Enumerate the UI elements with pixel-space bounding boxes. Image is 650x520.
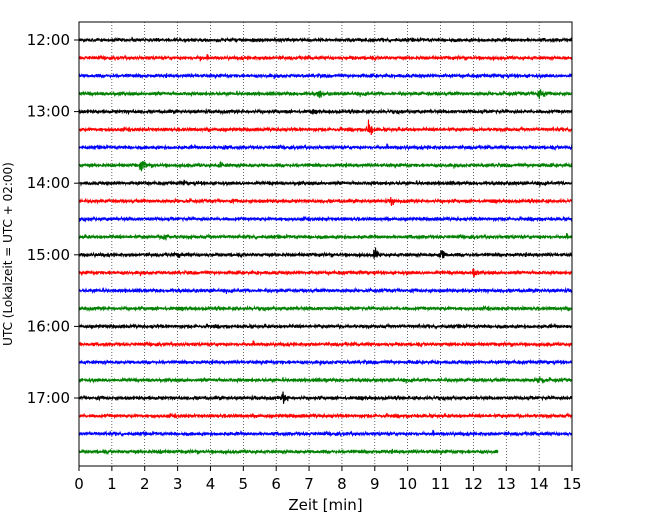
- trace-1715: [78, 412, 573, 420]
- x-tick-label: 10: [398, 475, 417, 493]
- trace-1630: [78, 358, 573, 366]
- trace-1245: [78, 88, 573, 100]
- trace-1500: [78, 247, 573, 259]
- trace-1615: [78, 340, 573, 349]
- x-tick-label: 5: [239, 475, 249, 493]
- x-tick-label: 1: [107, 475, 117, 493]
- x-tick-label: 13: [497, 475, 516, 493]
- y-tick-label: 15:00: [27, 246, 70, 264]
- x-tick-label: 15: [562, 475, 581, 493]
- x-tick-label: 11: [431, 475, 450, 493]
- trace-1330: [78, 143, 573, 152]
- x-tick-label: 12: [464, 475, 483, 493]
- trace-1415: [78, 197, 573, 207]
- y-tick-label: 13:00: [27, 103, 70, 121]
- trace-1400: [78, 179, 573, 187]
- x-tick-label: 4: [206, 475, 216, 493]
- trace-1345: [78, 160, 573, 172]
- x-tick-label: 7: [304, 475, 314, 493]
- trace-1745: [78, 448, 499, 456]
- x-axis-label: Zeit [min]: [288, 496, 362, 514]
- trace-1600: [78, 322, 573, 330]
- x-tick-label: 9: [370, 475, 380, 493]
- x-tick-label: 3: [173, 475, 183, 493]
- axes-frame: [78, 21, 573, 467]
- y-axis-label: UTC (Lokalzeit = UTC + 02:00): [1, 162, 15, 346]
- trace-1230: [78, 72, 573, 80]
- trace-1300: [78, 107, 573, 116]
- trace-1315: [78, 119, 573, 136]
- y-tick-label: 17:00: [27, 389, 70, 407]
- x-axis-ticks: 0 1 2 3 4 5 6 7 8 9 10 11 12 13 14 15: [74, 466, 582, 493]
- x-tick-label: 14: [530, 475, 549, 493]
- y-axis-ticks: 12:00 13:00 14:00 15:00 16:00 17:00: [27, 31, 79, 407]
- trace-1645: [78, 376, 573, 384]
- x-tick-label: 0: [74, 475, 84, 493]
- trace-1730: [78, 429, 573, 438]
- y-tick-label: 14:00: [27, 174, 70, 192]
- trace-1430: [78, 215, 573, 223]
- trace-1530: [78, 286, 573, 295]
- trace-1215: [78, 53, 573, 62]
- x-tick-label: 8: [337, 475, 347, 493]
- plot-border: [78, 21, 573, 467]
- trace-1200: [78, 36, 573, 44]
- trace-1700: [78, 391, 573, 404]
- trace-1515: [78, 268, 573, 278]
- seismic-traces: [78, 36, 573, 456]
- trace-1445: [78, 232, 573, 241]
- trace-1545: [78, 304, 573, 313]
- y-tick-label: 16:00: [27, 317, 70, 335]
- x-tick-label: 2: [140, 475, 150, 493]
- y-tick-label: 12:00: [27, 31, 70, 49]
- x-tick-label: 6: [271, 475, 281, 493]
